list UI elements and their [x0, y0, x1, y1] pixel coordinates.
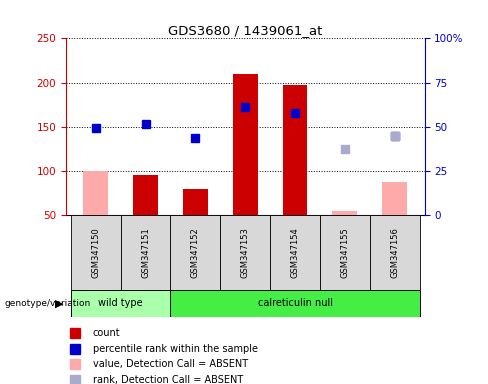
Text: GSM347151: GSM347151 — [141, 227, 150, 278]
Bar — [170, 290, 420, 317]
Text: GSM347155: GSM347155 — [340, 227, 349, 278]
Text: wild type: wild type — [99, 298, 143, 308]
Bar — [332, 210, 357, 215]
Bar — [71, 290, 170, 317]
Bar — [283, 85, 307, 215]
Text: value, Detection Call = ABSENT: value, Detection Call = ABSENT — [93, 359, 248, 369]
Title: GDS3680 / 1439061_at: GDS3680 / 1439061_at — [168, 24, 323, 37]
Bar — [83, 171, 108, 215]
Bar — [370, 215, 420, 290]
Text: GSM347150: GSM347150 — [91, 227, 100, 278]
Bar — [183, 189, 208, 215]
Bar — [233, 74, 258, 215]
Text: GSM347154: GSM347154 — [290, 227, 300, 278]
Bar — [320, 215, 370, 290]
Text: count: count — [93, 328, 121, 338]
Text: ▶: ▶ — [55, 298, 64, 308]
Text: percentile rank within the sample: percentile rank within the sample — [93, 344, 258, 354]
Text: calreticulin null: calreticulin null — [258, 298, 332, 308]
Bar — [170, 215, 220, 290]
Bar — [133, 175, 158, 215]
Bar — [382, 182, 407, 215]
Text: GSM347153: GSM347153 — [241, 227, 250, 278]
Bar — [220, 215, 270, 290]
Bar — [121, 215, 170, 290]
Bar — [71, 215, 121, 290]
Text: rank, Detection Call = ABSENT: rank, Detection Call = ABSENT — [93, 375, 243, 384]
Bar — [270, 215, 320, 290]
Text: genotype/variation: genotype/variation — [5, 299, 91, 308]
Text: GSM347156: GSM347156 — [390, 227, 399, 278]
Text: GSM347152: GSM347152 — [191, 227, 200, 278]
